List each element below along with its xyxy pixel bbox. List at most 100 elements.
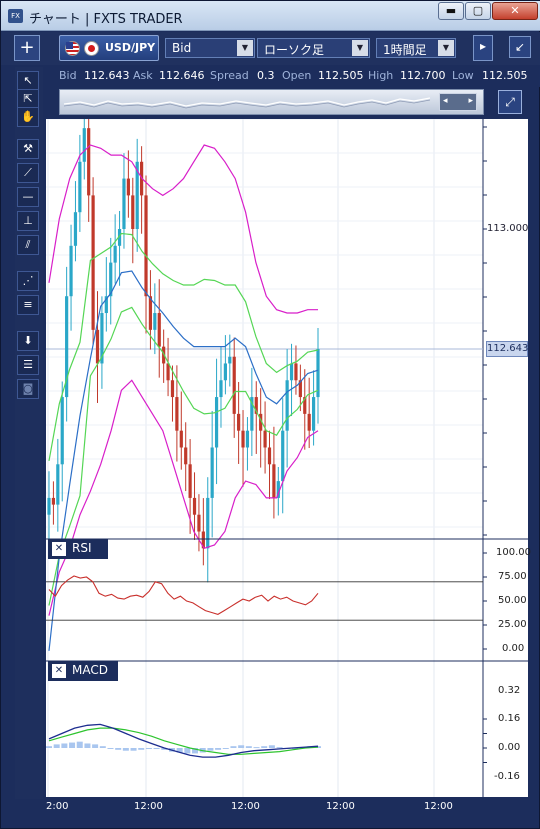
macd-histogram-bar bbox=[107, 748, 114, 749]
title-bar[interactable]: FX チャート | FXTS TRADER ▬ ▢ ✕ bbox=[1, 1, 540, 31]
crosshair-tool[interactable]: ⇱ bbox=[17, 89, 39, 109]
minimize-button[interactable]: ▬ bbox=[438, 2, 464, 20]
low-value: 112.505 bbox=[482, 69, 528, 82]
macd-signal-line bbox=[48, 727, 319, 755]
macd-histogram-bar bbox=[192, 748, 199, 754]
chart-navigator[interactable]: ◂ ▸ bbox=[59, 89, 484, 115]
candle-body bbox=[170, 380, 175, 398]
expand-right-button[interactable]: ▸ bbox=[473, 35, 493, 61]
camera-tool[interactable]: ◙ bbox=[17, 379, 39, 399]
channel-tool[interactable]: ⫽ bbox=[17, 235, 39, 255]
open-value: 112.505 bbox=[318, 69, 364, 82]
candle-body bbox=[311, 397, 316, 431]
candle-body bbox=[117, 229, 122, 246]
download-tool[interactable]: ⬇ bbox=[17, 331, 39, 351]
spread-value: 0.3 bbox=[257, 69, 275, 82]
navigator-expand-button[interactable]: ⤢ bbox=[498, 90, 522, 114]
pan-tool[interactable]: ✋ bbox=[17, 107, 39, 127]
maximize-icon: ▢ bbox=[472, 4, 484, 17]
candle-body bbox=[259, 413, 263, 431]
rsi-tick-75: 75.00 bbox=[498, 571, 527, 582]
candle-body bbox=[228, 356, 232, 364]
time-label: 12:00 bbox=[231, 801, 260, 812]
vertical-line-tool[interactable]: ⊥ bbox=[17, 211, 39, 231]
rsi-tick-25: 25.00 bbox=[498, 619, 527, 630]
macd-histogram-bar bbox=[46, 746, 52, 748]
candle-body bbox=[113, 245, 117, 263]
macd-histogram-bar bbox=[76, 741, 83, 748]
macd-histogram-bar bbox=[207, 748, 214, 751]
add-chart-button[interactable]: + bbox=[14, 35, 40, 61]
arrow-diagonal-icon: ↙ bbox=[514, 40, 526, 54]
candle-body bbox=[316, 349, 320, 398]
app-icon: FX bbox=[8, 9, 23, 23]
close-icon: ✕ bbox=[510, 4, 520, 17]
macd-tick-016: 0.16 bbox=[498, 713, 521, 724]
macd-histogram-bar bbox=[184, 748, 191, 754]
fan-tool[interactable]: ⋰ bbox=[17, 271, 39, 291]
candle-body bbox=[289, 363, 294, 381]
macd-histogram-bar bbox=[92, 744, 99, 748]
macd-histogram-bar bbox=[291, 748, 298, 749]
candle-body bbox=[91, 195, 95, 330]
candle-body bbox=[298, 380, 302, 398]
trendline-tool[interactable]: ⟋ bbox=[17, 163, 39, 183]
chevron-down-icon: ▼ bbox=[438, 40, 454, 56]
us-flag-icon bbox=[65, 41, 80, 56]
spread-label: Spread bbox=[210, 69, 249, 82]
candle-body bbox=[60, 397, 64, 465]
candle-body bbox=[197, 514, 201, 532]
macd-histogram-bar bbox=[176, 748, 183, 753]
close-button[interactable]: ✕ bbox=[492, 2, 538, 20]
quote-bar: Bid 112.643 Ask 112.646 Spread 0.3 Open … bbox=[1, 65, 540, 87]
popout-button[interactable]: ↙ bbox=[509, 36, 531, 58]
download-arrow-icon: ⬇ bbox=[23, 334, 33, 347]
candle-body bbox=[131, 195, 135, 229]
macd-histogram-bar bbox=[161, 748, 168, 750]
timeframe-select[interactable]: 1時間足 ▼ bbox=[376, 38, 456, 58]
price-side-select[interactable]: Bid ▼ bbox=[165, 38, 255, 58]
macd-title: MACD bbox=[72, 663, 108, 677]
candle-body bbox=[303, 397, 307, 414]
macd-histogram-bar bbox=[138, 748, 145, 750]
bid-value: 112.643 bbox=[84, 69, 130, 82]
maximize-button[interactable]: ▢ bbox=[465, 2, 491, 20]
close-icon[interactable]: ✕ bbox=[52, 664, 66, 678]
candle-body bbox=[223, 363, 227, 381]
horizontal-line-icon: — bbox=[22, 190, 34, 203]
navigator-scroll-handle[interactable]: ◂ ▸ bbox=[439, 93, 477, 111]
horizontal-line-tool[interactable]: — bbox=[17, 187, 39, 207]
scroll-right-icon: ▸ bbox=[468, 96, 473, 106]
price-tick-label: 113.000 bbox=[487, 223, 529, 234]
candle-body bbox=[126, 178, 130, 196]
rsi-line bbox=[48, 575, 319, 615]
chart-area[interactable]: ✕ RSI ✕ MACD 113.000 112.643 100.00 75.0… bbox=[46, 96, 531, 819]
candle-body bbox=[232, 356, 236, 414]
candle-body bbox=[104, 296, 108, 314]
pointer-tool[interactable]: ↖ bbox=[17, 71, 39, 91]
time-label: 2:00 bbox=[46, 801, 69, 812]
candle-body bbox=[192, 497, 197, 515]
hammer-tool[interactable]: ⚒ bbox=[17, 139, 39, 159]
currency-pair-button[interactable]: USD/JPY bbox=[59, 35, 159, 61]
macd-histogram-bar bbox=[153, 748, 160, 749]
close-icon[interactable]: ✕ bbox=[52, 542, 66, 556]
candle-body bbox=[245, 430, 250, 448]
chevron-right-icon: ▸ bbox=[479, 39, 487, 53]
chart-type-select[interactable]: ローソク足 ▼ bbox=[257, 38, 370, 58]
chart-canvas[interactable] bbox=[46, 96, 528, 819]
candle-body bbox=[135, 161, 139, 229]
list-tool[interactable]: ☰ bbox=[17, 355, 39, 375]
moving-average-line bbox=[48, 270, 319, 651]
candle-body bbox=[153, 313, 157, 330]
candle-body bbox=[263, 430, 267, 448]
high-value: 112.700 bbox=[400, 69, 446, 82]
ask-label: Ask bbox=[133, 69, 153, 82]
open-label: Open bbox=[282, 69, 312, 82]
candle-body bbox=[210, 447, 214, 498]
macd-tick-032: 0.32 bbox=[498, 685, 521, 696]
bollinger-lower-band bbox=[48, 379, 319, 616]
macd-tick-neg016: -0.16 bbox=[494, 771, 520, 782]
fibonacci-tool[interactable]: ≡ bbox=[17, 295, 39, 315]
